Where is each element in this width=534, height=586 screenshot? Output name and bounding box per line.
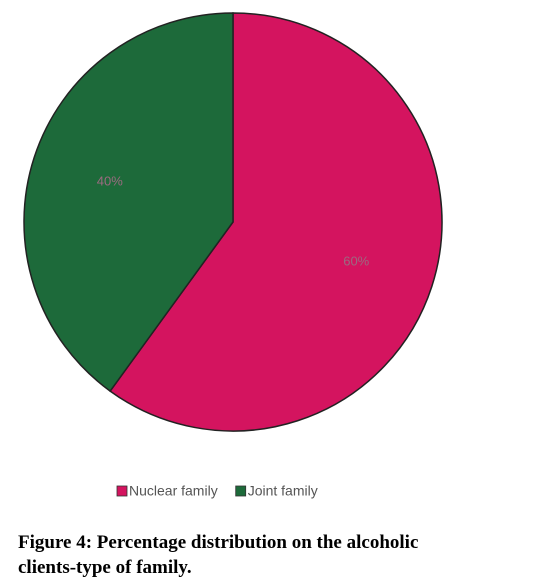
caption-line: Figure 4: Percentage distribution on the…	[18, 532, 418, 553]
pie: 60% 40%	[23, 12, 443, 432]
pie-slice	[23, 12, 234, 393]
legend-swatch	[116, 485, 128, 497]
pie-slice	[109, 12, 443, 432]
legend: Nuclear family Joint family	[116, 483, 318, 499]
legend-label: Joint family	[248, 483, 318, 499]
legend-swatch	[235, 485, 247, 497]
caption: Figure 4: Percentage distribution on the…	[18, 532, 418, 578]
data-label: 60%	[343, 253, 369, 268]
data-label: 40%	[97, 173, 123, 188]
legend-label: Nuclear family	[129, 483, 218, 499]
caption-line: clients-type of family.	[18, 557, 192, 578]
